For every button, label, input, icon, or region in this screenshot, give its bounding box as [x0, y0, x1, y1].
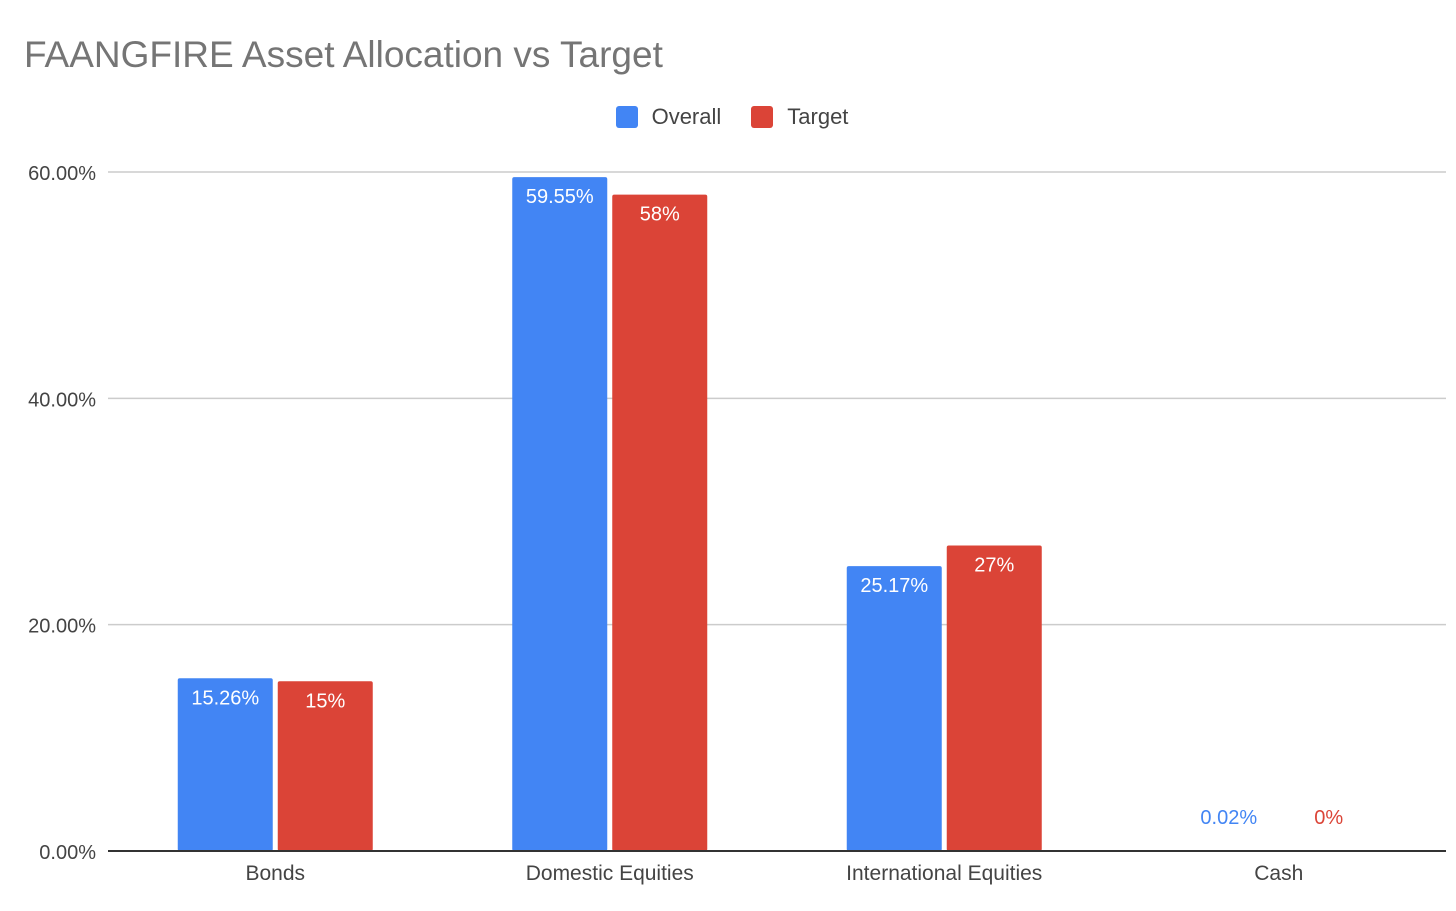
bar-target: [277, 681, 373, 851]
bar-overall: [177, 678, 273, 851]
y-tick-label: 40.00%: [28, 389, 96, 411]
bar-overall: [846, 566, 942, 851]
legend-item-overall: Overall: [615, 104, 722, 130]
data-label: 58%: [640, 204, 680, 226]
legend-item-target: Target: [751, 104, 848, 130]
y-tick-label: 20.00%: [28, 616, 96, 638]
y-tick-label: 0.00%: [39, 842, 96, 864]
legend-swatch-overall: [615, 106, 638, 128]
data-label: 27%: [974, 554, 1014, 576]
chart-title: FAANGFIRE Asset Allocation vs Target: [24, 34, 663, 75]
bar-target: [946, 545, 1042, 851]
bar-overall: [512, 177, 608, 851]
data-label: 59.55%: [526, 186, 594, 208]
x-tick-label: Bonds: [245, 862, 305, 885]
y-tick-label: 60.00%: [28, 163, 96, 185]
data-label: 25.17%: [860, 575, 928, 597]
legend-swatch-target: [751, 106, 774, 128]
data-label: 15.26%: [191, 687, 259, 709]
legend-label-target: Target: [787, 104, 849, 129]
bar-target: [612, 194, 708, 852]
data-label: 0%: [1314, 807, 1343, 829]
data-label: 15%: [305, 690, 345, 712]
x-tick-label: International Equities: [846, 862, 1042, 885]
x-tick-label: Cash: [1254, 862, 1303, 885]
legend: Overall Target: [0, 104, 1456, 130]
legend-label-overall: Overall: [651, 104, 722, 129]
x-tick-label: Domestic Equities: [526, 862, 694, 885]
data-label: 0.02%: [1200, 807, 1257, 829]
